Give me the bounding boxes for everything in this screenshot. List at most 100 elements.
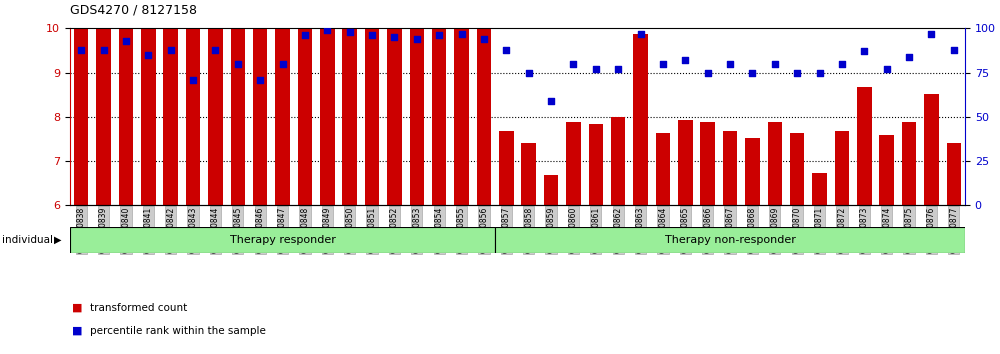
- Point: [297, 33, 313, 38]
- Bar: [454, 46, 469, 205]
- Bar: [410, 0, 424, 205]
- Text: GDS4270 / 8127158: GDS4270 / 8127158: [70, 4, 197, 17]
- Bar: [163, 135, 178, 205]
- Bar: [566, 122, 581, 205]
- Bar: [208, 0, 223, 205]
- Point: [118, 38, 134, 44]
- Bar: [275, 0, 290, 205]
- Point: [923, 31, 939, 36]
- Point: [879, 66, 895, 72]
- Bar: [387, 0, 402, 205]
- Point: [521, 70, 537, 75]
- Bar: [544, 175, 558, 205]
- Bar: [74, 0, 88, 205]
- Point: [588, 66, 604, 72]
- Point: [610, 66, 626, 72]
- Text: individual: individual: [2, 235, 53, 245]
- Point: [319, 27, 335, 33]
- Bar: [902, 122, 916, 205]
- Bar: [342, 179, 357, 205]
- Point: [252, 77, 268, 82]
- Text: ▶: ▶: [54, 235, 62, 245]
- Bar: [678, 120, 693, 205]
- Bar: [253, 0, 267, 205]
- Point: [744, 70, 760, 75]
- Bar: [253, 203, 267, 205]
- Bar: [477, 203, 491, 205]
- Bar: [119, 0, 133, 205]
- Text: Therapy responder: Therapy responder: [230, 235, 336, 245]
- Point: [431, 33, 447, 38]
- Text: Therapy non-responder: Therapy non-responder: [665, 235, 796, 245]
- Bar: [633, 34, 648, 205]
- Point: [498, 47, 514, 52]
- Bar: [879, 135, 894, 205]
- Bar: [298, 113, 312, 205]
- Point: [96, 47, 112, 52]
- Bar: [163, 0, 178, 205]
- Point: [946, 47, 962, 52]
- Bar: [454, 0, 469, 205]
- Bar: [119, 113, 133, 205]
- Bar: [70, 227, 495, 253]
- Point: [207, 47, 223, 52]
- Bar: [768, 122, 782, 205]
- Point: [655, 61, 671, 67]
- Point: [342, 29, 358, 35]
- Bar: [611, 117, 625, 205]
- Point: [767, 61, 783, 67]
- Bar: [790, 133, 804, 205]
- Bar: [231, 0, 245, 205]
- Point: [789, 70, 805, 75]
- Bar: [656, 133, 670, 205]
- Point: [812, 70, 828, 75]
- Bar: [387, 145, 402, 205]
- Point: [856, 48, 872, 54]
- Point: [364, 33, 380, 38]
- Point: [565, 61, 581, 67]
- Bar: [141, 0, 156, 205]
- Bar: [96, 135, 111, 205]
- Bar: [924, 94, 939, 205]
- Bar: [723, 131, 737, 205]
- Point: [386, 34, 402, 40]
- Bar: [186, 0, 200, 205]
- Bar: [275, 154, 290, 205]
- Bar: [74, 135, 88, 205]
- Point: [834, 61, 850, 67]
- Point: [454, 31, 470, 36]
- Bar: [365, 0, 379, 205]
- Bar: [96, 0, 111, 205]
- Bar: [589, 124, 603, 205]
- Text: ■: ■: [72, 326, 82, 336]
- Bar: [432, 97, 446, 205]
- Bar: [947, 143, 961, 205]
- Bar: [495, 227, 965, 253]
- Point: [275, 61, 291, 67]
- Bar: [298, 0, 312, 205]
- Bar: [812, 173, 827, 205]
- Point: [140, 52, 156, 58]
- Bar: [857, 87, 872, 205]
- Bar: [365, 128, 379, 205]
- Point: [185, 77, 201, 82]
- Bar: [521, 143, 536, 205]
- Point: [901, 54, 917, 59]
- Text: transformed count: transformed count: [90, 303, 187, 313]
- Bar: [342, 0, 357, 205]
- Bar: [477, 0, 491, 205]
- Text: ■: ■: [72, 303, 82, 313]
- Point: [73, 47, 89, 52]
- Bar: [432, 0, 446, 205]
- Point: [409, 36, 425, 42]
- Point: [163, 47, 179, 52]
- Point: [476, 36, 492, 42]
- Bar: [186, 166, 200, 205]
- Point: [722, 61, 738, 67]
- Point: [543, 98, 559, 104]
- Text: percentile rank within the sample: percentile rank within the sample: [90, 326, 266, 336]
- Point: [230, 61, 246, 67]
- Bar: [141, 152, 156, 205]
- Point: [700, 70, 716, 75]
- Bar: [208, 130, 223, 205]
